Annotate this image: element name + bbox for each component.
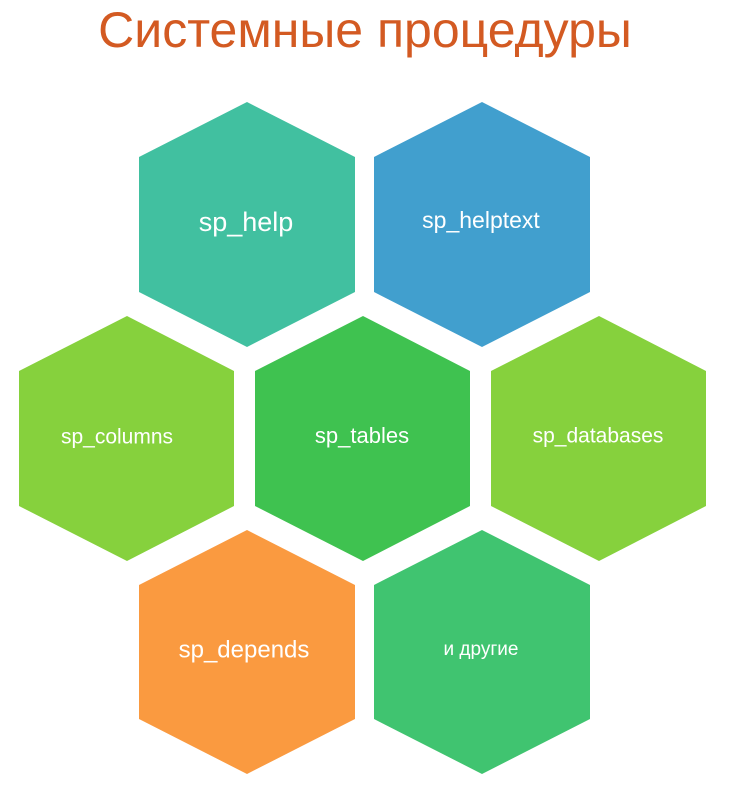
hex-sp-depends: sp_depends	[139, 530, 355, 774]
hex-label-sp-help: sp_help	[199, 207, 294, 237]
hex-shape-sp-helptext	[374, 102, 590, 347]
hex-label-sp-helptext: sp_helptext	[422, 207, 540, 233]
hex-sp-help: sp_help	[139, 102, 355, 347]
hex-label-other: и другие	[444, 639, 519, 660]
hex-shape-sp-tables	[255, 316, 470, 561]
hex-sp-tables: sp_tables	[255, 316, 470, 561]
slide-title: Системные процедуры	[98, 2, 632, 58]
hex-shape-sp-columns	[19, 316, 234, 561]
hex-label-sp-databases: sp_databases	[533, 425, 664, 448]
hex-other: и другие	[374, 530, 590, 774]
hex-sp-columns: sp_columns	[19, 316, 234, 561]
hex-sp-helptext: sp_helptext	[374, 102, 590, 347]
hex-label-sp-depends: sp_depends	[179, 636, 310, 663]
hex-shape-sp-help	[139, 102, 355, 347]
hex-sp-databases: sp_databases	[491, 316, 706, 561]
hex-label-sp-tables: sp_tables	[315, 423, 409, 448]
hex-shape-sp-databases	[491, 316, 706, 561]
hex-shape-sp-depends	[139, 530, 355, 774]
hex-label-sp-columns: sp_columns	[61, 426, 173, 449]
hex-shape-other	[374, 530, 590, 774]
